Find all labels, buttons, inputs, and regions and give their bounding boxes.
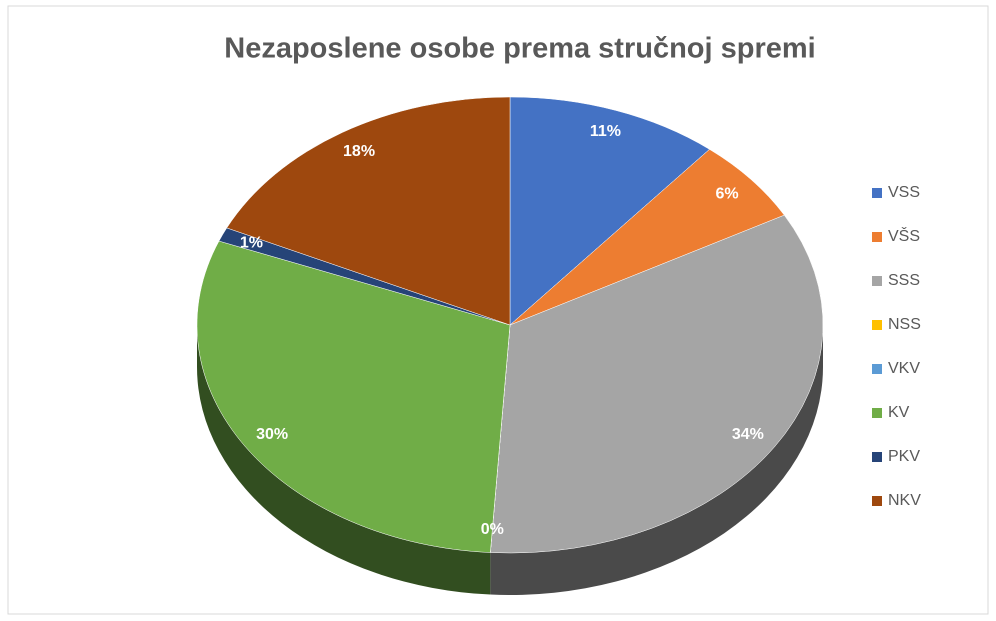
data-label: 11%: [590, 123, 621, 140]
data-label: 34%: [732, 426, 764, 443]
legend-swatch: [872, 496, 882, 506]
data-label: 6%: [715, 185, 738, 202]
legend-box: [862, 170, 984, 526]
legend-label: VSS: [888, 184, 920, 201]
legend-swatch: [872, 452, 882, 462]
slice-side: [490, 325, 823, 596]
legend-swatch: [872, 276, 882, 286]
data-label: 0%: [481, 521, 504, 538]
legend-label: VŠS: [888, 226, 920, 245]
legend-swatch: [872, 232, 882, 242]
data-label: 30%: [256, 426, 288, 443]
legend-label: SSS: [888, 272, 920, 289]
legend-label: NSS: [888, 316, 921, 333]
chart-title: Nezaposlene osobe prema stručnoj spremi: [224, 33, 815, 65]
slice: [196, 240, 511, 553]
legend-label: KV: [888, 404, 910, 421]
slice: [490, 214, 824, 554]
slice: [226, 96, 511, 326]
legend-label: VKV: [888, 360, 920, 377]
legend-label: PKV: [888, 448, 920, 465]
legend-swatch: [872, 364, 882, 374]
legend-label: NKV: [888, 492, 921, 509]
legend-swatch: [872, 188, 882, 198]
legend-swatch: [872, 408, 882, 418]
data-label: 1%: [240, 235, 263, 252]
legend-swatch: [872, 320, 882, 330]
slice: [509, 149, 785, 326]
slice-side: [197, 325, 491, 595]
slice: [509, 96, 710, 326]
data-label: 18%: [343, 143, 375, 160]
